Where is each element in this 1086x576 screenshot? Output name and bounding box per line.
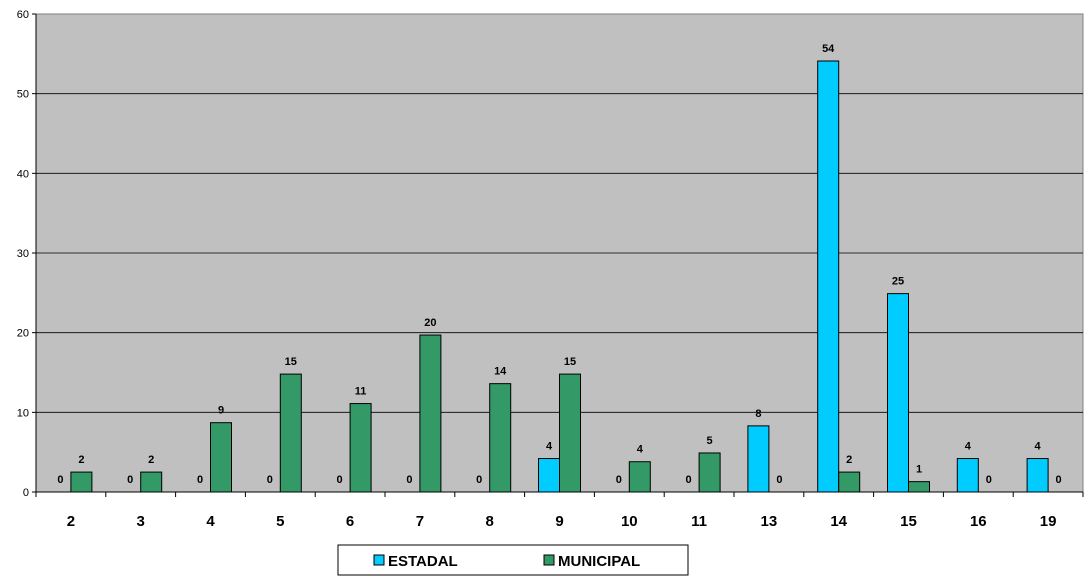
x-tick-label: 7 — [416, 513, 424, 530]
bar-municipal — [140, 471, 163, 493]
bar-municipal — [419, 334, 442, 493]
x-tick-label: 8 — [486, 513, 494, 530]
y-tick-label: 50 — [17, 89, 29, 101]
x-tick-label: 19 — [1040, 513, 1057, 530]
data-label: 4 — [965, 441, 972, 453]
x-tick-label: 13 — [761, 513, 778, 530]
bar-municipal — [349, 403, 372, 493]
bar-municipal — [908, 481, 930, 493]
data-label: 2 — [78, 454, 84, 466]
data-label: 4 — [1035, 441, 1042, 453]
data-label: 0 — [1056, 474, 1062, 486]
bar-estadal — [887, 293, 909, 493]
x-tick-label: 11 — [691, 513, 707, 530]
data-label: 2 — [148, 454, 154, 466]
bar-municipal — [838, 471, 861, 493]
bar-municipal — [279, 373, 302, 493]
bar-estadal — [956, 458, 979, 493]
bar-estadal — [747, 425, 770, 493]
data-label: 0 — [686, 474, 692, 486]
x-tick-label: 4 — [206, 513, 215, 530]
bars — [70, 60, 1049, 493]
legend-box — [337, 544, 689, 576]
data-label: 0 — [197, 474, 203, 486]
data-label: 0 — [337, 474, 343, 486]
data-label: 25 — [892, 276, 904, 288]
bar-municipal — [559, 373, 581, 493]
data-label: 0 — [406, 474, 412, 486]
bar-municipal — [489, 383, 512, 493]
x-axis: 2 3 4 5 6 7 8 9 10 11 13 14 15 16 19 — [35, 491, 1084, 530]
x-tick-label: 3 — [137, 513, 145, 530]
data-label: 0 — [986, 474, 992, 486]
y-tick-label: 30 — [17, 248, 29, 260]
legend-label-estadal: ESTADAL — [388, 553, 458, 570]
x-tick-label: 9 — [555, 513, 563, 530]
data-label: 11 — [355, 386, 367, 398]
data-label: 8 — [755, 408, 761, 420]
data-label: 20 — [424, 317, 436, 329]
data-label: 1 — [916, 464, 922, 476]
data-label: 5 — [707, 435, 713, 447]
data-label: 15 — [564, 356, 576, 368]
bar-municipal — [698, 452, 721, 493]
data-label: 15 — [285, 356, 297, 368]
bar-estadal — [817, 60, 840, 493]
x-tick-label: 5 — [276, 513, 284, 530]
data-label: 0 — [57, 474, 63, 486]
data-label: 0 — [476, 474, 482, 486]
bar-municipal — [210, 422, 232, 493]
y-tick-label: 40 — [17, 168, 29, 180]
data-label: 14 — [494, 366, 507, 378]
x-tick-label: 6 — [346, 513, 354, 530]
data-label: 0 — [127, 474, 133, 486]
legend-label-municipal: MUNICIPAL — [558, 553, 640, 570]
data-label: 0 — [267, 474, 273, 486]
data-labels: 0 0 0 0 0 0 0 4 0 0 8 54 25 4 4 2 2 9 15 11 20 14 15 4 5 0 2 1 0 0 — [57, 43, 1061, 486]
y-tick-label: 0 — [23, 487, 29, 499]
data-label: 4 — [637, 444, 644, 456]
data-label: 0 — [616, 474, 622, 486]
y-tick-label: 10 — [17, 407, 29, 419]
x-tick-label: 15 — [900, 513, 917, 530]
x-tick-label: 2 — [67, 513, 75, 530]
bar-municipal — [70, 471, 93, 493]
legend-swatch-municipal — [543, 554, 555, 566]
data-label: 54 — [822, 43, 835, 55]
bar-municipal — [628, 461, 651, 493]
y-tick-label: 20 — [17, 328, 29, 340]
bar-estadal — [1026, 458, 1049, 493]
x-tick-label: 16 — [970, 513, 987, 530]
data-label: 9 — [218, 405, 224, 417]
data-label: 0 — [776, 474, 782, 486]
y-axis: 0 10 20 30 40 50 60 — [17, 9, 37, 499]
legend-swatch-estadal — [373, 554, 385, 566]
x-tick-label: 10 — [621, 513, 638, 530]
x-tick-label: 14 — [830, 513, 847, 530]
bar-estadal — [538, 458, 560, 493]
legend: ESTADAL MUNICIPAL — [337, 544, 689, 576]
y-tick-label: 60 — [17, 9, 29, 21]
data-label: 4 — [546, 441, 553, 453]
data-label: 2 — [846, 454, 852, 466]
